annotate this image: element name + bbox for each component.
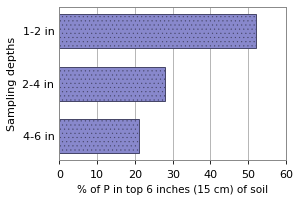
Bar <box>59 67 165 101</box>
Bar <box>59 14 256 48</box>
Bar <box>59 119 139 154</box>
X-axis label: % of P in top 6 inches (15 cm) of soil: % of P in top 6 inches (15 cm) of soil <box>77 185 268 195</box>
Y-axis label: Sampling depths: Sampling depths <box>7 37 17 131</box>
